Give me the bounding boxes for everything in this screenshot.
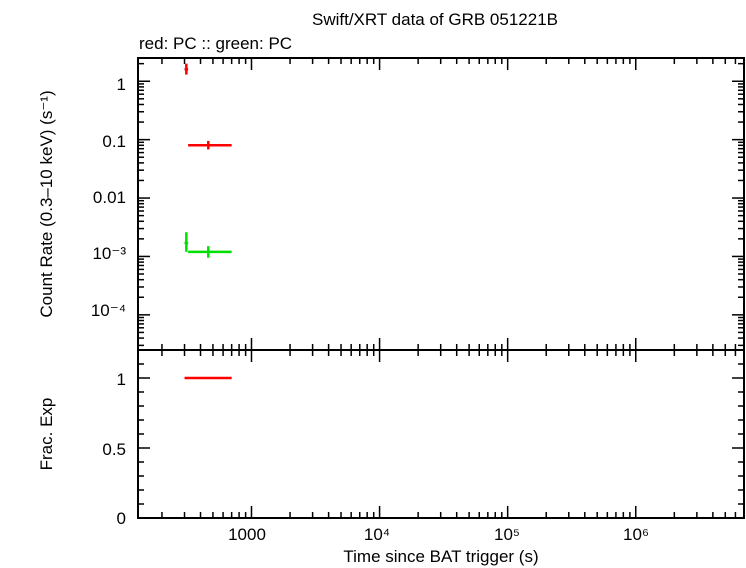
fractional-exposure-frame: [137, 349, 745, 519]
ytick-label-frac-1: 1: [117, 370, 126, 389]
fractional-exposure-panel: 1 0.5 0 Frac. Exp 1000 10⁴ 10⁵ 10⁶ Time …: [37, 349, 745, 566]
xtick-label-1e5: 10⁵: [494, 525, 520, 544]
xtick-label-1000: 1000: [228, 525, 266, 544]
fractional-exposure-axis-label: Frac. Exp: [37, 398, 56, 471]
count-rate-panel: 1 0.1 0.01 10⁻³ 10⁻⁴ Count Rate (0.3–10 …: [37, 57, 745, 351]
time-axis-label: Time since BAT trigger (s): [343, 547, 538, 566]
xtick-label-1e4: 10⁴: [364, 525, 390, 544]
chart-title: Swift/XRT data of GRB 051221B: [312, 10, 558, 29]
ytick-label-1e-4: 10⁻⁴: [91, 301, 126, 320]
xtick-label-1e6: 10⁶: [623, 525, 649, 544]
count-rate-frame: [137, 57, 745, 351]
count-rate-ticks: [138, 58, 745, 350]
ytick-label-frac-0-5: 0.5: [102, 440, 126, 459]
ytick-label-1: 1: [117, 75, 126, 94]
ytick-label-1e-3: 10⁻³: [92, 244, 126, 263]
ytick-label-0-1: 0.1: [102, 132, 126, 151]
ytick-label-0-01: 0.01: [93, 188, 126, 207]
fractional-exposure-ticks: [138, 350, 745, 519]
chart-subtitle: red: PC :: green: PC: [139, 34, 292, 53]
count-rate-data: [184, 63, 232, 258]
ytick-label-frac-0: 0: [117, 509, 126, 528]
count-rate-axis-label: Count Rate (0.3–10 keV) (s⁻¹): [37, 90, 56, 317]
